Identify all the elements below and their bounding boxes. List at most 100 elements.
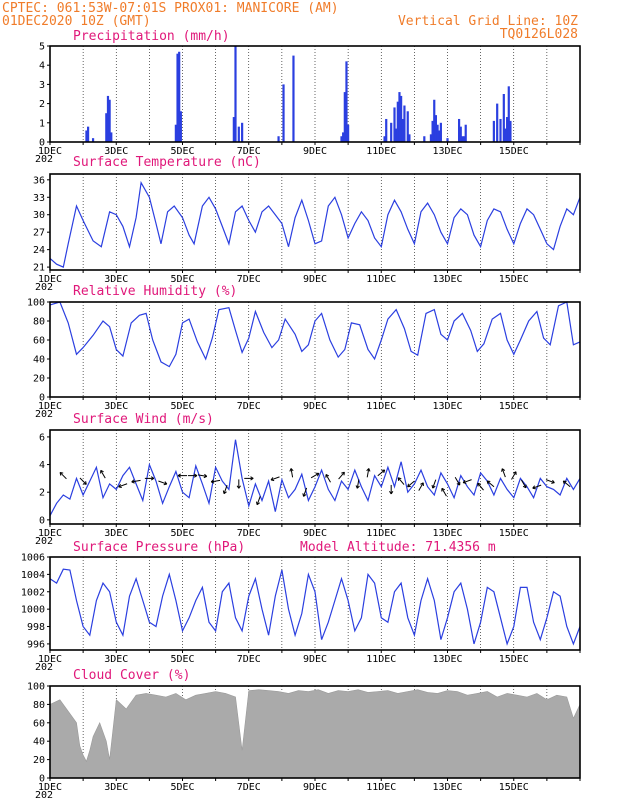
temperature-x-tick-label: 1DEC (38, 274, 62, 285)
wind-arrow-head (302, 493, 307, 497)
wind-arrow-head (100, 469, 104, 474)
precipitation-bar (499, 118, 502, 142)
cloud-y-tick-label: 100 (27, 682, 45, 693)
wind-arrow (545, 479, 555, 484)
humidity-x-tick-label: 1DEC (38, 401, 62, 412)
wind-arrow (431, 479, 437, 489)
pressure-y-tick-label: 1000 (21, 605, 45, 616)
precipitation-year-fragment: 202 (35, 154, 53, 165)
precipitation-bar (385, 118, 388, 142)
wind-arrow-head (501, 468, 506, 472)
wind-arrow-shaft (397, 477, 405, 485)
temperature-y-tick-label: 33 (33, 193, 45, 204)
precipitation-bar (502, 94, 505, 142)
wind-arrow-shaft (356, 479, 360, 489)
wind-arrow (158, 480, 168, 486)
vertical-grid-note: Vertical Grid Line: 10Z (398, 14, 578, 29)
wind-arrow (397, 477, 405, 485)
wind-arrow-head (325, 474, 330, 478)
precipitation-x-tick-label: 9DEC (303, 146, 327, 157)
wind-y-tick-label: 0 (39, 515, 45, 526)
panel-title-wind: Surface Wind (m/s) (73, 412, 214, 427)
wind-arrow-shaft (562, 480, 571, 488)
wind-arrow-shaft (256, 496, 261, 505)
wind-arrow (511, 471, 517, 480)
precipitation-bar (383, 136, 386, 142)
precipitation-bar (110, 132, 113, 142)
wind-x-tick-label: 3DEC (104, 528, 128, 539)
precipitation-bar (400, 95, 403, 142)
cloud-area (49, 689, 581, 779)
precipitation-bar (396, 101, 399, 142)
temperature-y-tick-label: 24 (33, 245, 45, 256)
cloud-y-tick-label: 0 (39, 774, 45, 785)
wind-arrow-shaft (211, 479, 221, 483)
cloud-x-tick-label: 5DEC (170, 782, 194, 793)
wind-y-tick-label: 2 (39, 488, 45, 499)
precipitation-bar (507, 86, 510, 142)
cloud-x-tick-label: 15DEC (499, 782, 529, 793)
temperature-x-tick-label: 13DEC (432, 274, 462, 285)
wind-arrow-head (83, 481, 87, 485)
cloud-x-tick-label: 9DEC (303, 782, 327, 793)
precipitation-bar (433, 99, 436, 142)
wind-arrow (100, 469, 106, 479)
humidity-y-tick-label: 60 (33, 336, 45, 347)
precipitation-bar (105, 113, 108, 142)
temperature-y-tick-label: 21 (33, 263, 45, 274)
wind-arrow-head (420, 482, 424, 486)
precipitation-bar (277, 136, 280, 142)
wind-arrow-head (551, 479, 555, 484)
wind-arrow-head (289, 468, 294, 472)
wind-arrow-shaft (407, 480, 415, 488)
wind-arrow-head (236, 485, 241, 489)
temperature-x-tick-label: 3DEC (104, 274, 128, 285)
cloud-x-tick-label: 13DEC (432, 782, 462, 793)
wind-arrow (562, 480, 571, 488)
humidity-x-tick-label: 9DEC (303, 401, 327, 412)
pressure-series-line (49, 568, 581, 646)
wind-arrow-shaft (545, 479, 555, 484)
wind-arrow-shaft (79, 477, 87, 485)
wind-arrow (389, 484, 394, 495)
precipitation-x-tick-label: 15DEC (499, 146, 529, 157)
wind-arrow (377, 469, 386, 477)
wind-arrow (210, 479, 221, 484)
pressure-y-tick-label: 1006 (21, 553, 45, 564)
wind-x-tick-label: 15DEC (499, 528, 529, 539)
cloud-panel: 0 20 40 60 80 100 1DEC 3DEC 5DEC 7DEC 9DEC 11DEC 13D… (27, 682, 581, 800)
precipitation-bar (340, 136, 343, 142)
precipitation-bar (345, 61, 348, 142)
precipitation-y-tick-label: 5 (39, 42, 45, 53)
precipitation-bar (176, 53, 179, 142)
wind-arrow (521, 479, 527, 489)
precipitation-bar (439, 122, 442, 142)
wind-arrow (532, 484, 542, 490)
precipitation-bar (403, 105, 406, 142)
precipitation-y-tick-label: 3 (39, 80, 45, 91)
wind-arrow-head (118, 483, 122, 489)
humidity-x-tick-label: 5DEC (170, 401, 194, 412)
precipitation-bar (282, 84, 285, 142)
precipitation-bar (237, 126, 240, 142)
wind-arrow-shaft (197, 474, 207, 477)
wind-arrow-head (131, 479, 135, 484)
precipitation-y-tick-label: 4 (39, 61, 45, 72)
wind-arrow (355, 479, 360, 489)
pressure-y-tick-label: 996 (27, 639, 45, 650)
wind-arrow (197, 473, 208, 479)
precipitation-x-tick-label: 5DEC (170, 146, 194, 157)
run-datetime: 01DEC2020 10Z (GMT) (2, 14, 151, 29)
humidity-y-tick-label: 80 (33, 317, 45, 328)
panel-title-temperature: Surface Temperature (nC) (73, 155, 261, 170)
wind-arrow (338, 471, 345, 480)
model-altitude: Model Altitude: 71.4356 m (300, 540, 496, 555)
wind-arrow-head (389, 490, 394, 495)
wind-arrow-head (315, 472, 320, 477)
precipitation-bar (390, 122, 393, 142)
wind-arrow-shaft (310, 472, 320, 479)
wind-arrow-shaft (325, 474, 331, 483)
precipitation-bar (232, 117, 235, 142)
precipitation-x-tick-label: 13DEC (432, 146, 462, 157)
